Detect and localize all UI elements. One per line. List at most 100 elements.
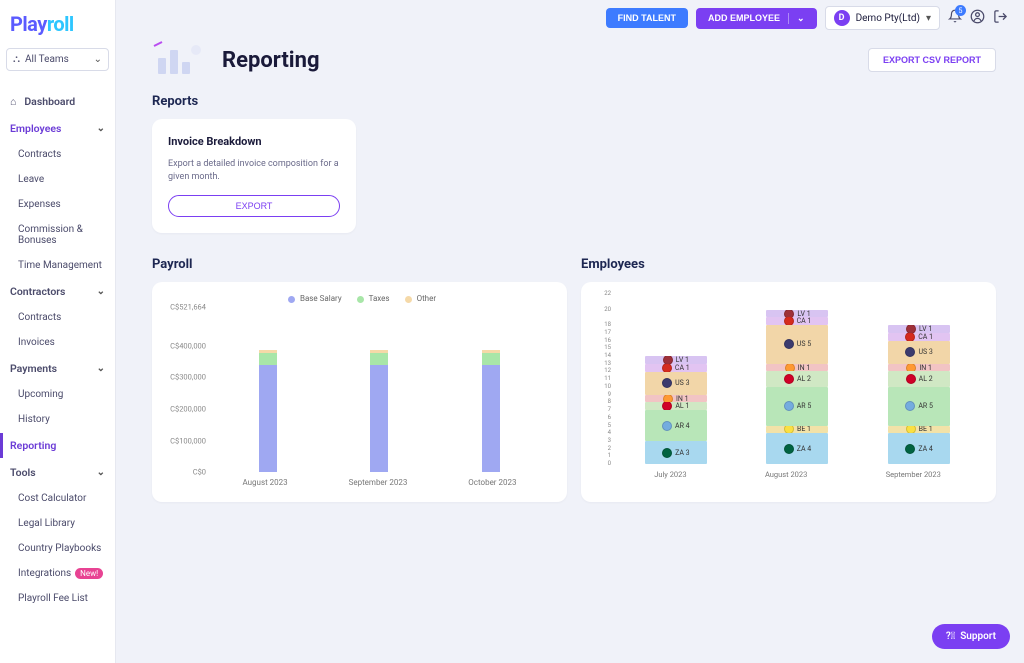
payroll-bar[interactable]	[259, 350, 277, 472]
employees-bar[interactable]: ZA 4BE 1AR 5AL 2IN 1US 3CA 1LV 1	[888, 325, 950, 464]
notification-count: 5	[955, 5, 966, 16]
reporting-illustration	[152, 40, 208, 80]
chevron-down-icon: ⌄	[97, 467, 105, 478]
nav-payments[interactable]: Payments ⌄	[6, 356, 109, 381]
y-tick: 9	[608, 392, 611, 398]
country-segment: ZA 4	[766, 433, 828, 464]
segment-label: ZA 4	[918, 445, 932, 453]
export-csv-button[interactable]: EXPORT CSV REPORT	[868, 48, 996, 72]
y-tick: 6	[608, 415, 611, 421]
country-segment: AL 2	[766, 371, 828, 386]
team-selector[interactable]: ⛬All Teams ⌄	[6, 48, 109, 71]
legend-item: Base Salary	[283, 294, 342, 303]
invoice-card-title: Invoice Breakdown	[168, 135, 340, 148]
x-label: September 2023	[886, 470, 941, 479]
notifications-button[interactable]: 5	[948, 9, 962, 27]
y-tick: 12	[604, 368, 611, 374]
country-segment: ZA 4	[888, 433, 950, 464]
segment-label: LV 1	[919, 325, 932, 333]
segment-label: IN 1	[919, 364, 932, 372]
segment-label: US 3	[675, 379, 689, 387]
segment-label: AR 5	[797, 402, 812, 410]
country-segment: IN 1	[888, 364, 950, 372]
bar-segment	[370, 365, 388, 473]
add-employee-button[interactable]: ADD EMPLOYEE ⌄	[696, 8, 817, 29]
bar-segment	[370, 353, 388, 365]
segment-label: ZA 4	[797, 445, 811, 453]
logout-icon[interactable]	[993, 9, 1008, 28]
employees-x-labels: July 2023August 2023September 2023	[615, 470, 980, 479]
bar-segment	[482, 365, 500, 473]
flag-icon	[905, 401, 915, 411]
payroll-bar[interactable]	[370, 350, 388, 472]
country-segment: CA 1	[888, 333, 950, 341]
chevron-down-icon: ⌄	[97, 363, 105, 374]
nav-sub-item[interactable]: Contracts	[6, 306, 109, 329]
flag-icon	[662, 402, 672, 410]
nav-sub-item[interactable]: Cost Calculator	[6, 487, 109, 510]
org-name: Demo Pty(Ltd)	[856, 13, 920, 24]
nav-sub-item[interactable]: Legal Library	[6, 512, 109, 535]
nav-sub-item[interactable]: History	[6, 408, 109, 431]
topbar: FIND TALENT ADD EMPLOYEE ⌄ D Demo Pty(Lt…	[116, 0, 1024, 36]
nav-sub-item[interactable]: Time Management	[6, 254, 109, 277]
nav-sub-item[interactable]: IntegrationsNew!	[6, 562, 109, 585]
nav-sub-item[interactable]: Commission & Bonuses	[6, 218, 109, 252]
find-talent-button[interactable]: FIND TALENT	[606, 8, 688, 28]
flag-icon	[905, 333, 915, 341]
account-icon[interactable]	[970, 9, 985, 28]
x-label: September 2023	[349, 478, 408, 487]
employees-bar[interactable]: ZA 3AR 4AL 1IN 1US 3CA 1LV 1	[645, 356, 707, 464]
nav-employees[interactable]: Employees ⌄	[6, 116, 109, 141]
bar-segment	[259, 365, 277, 473]
y-tick: C$0	[193, 468, 206, 477]
employees-bar[interactable]: ZA 4BE 1AR 5AL 2IN 1US 5CA 1LV 1	[766, 310, 828, 464]
support-button[interactable]: ?⃝ Support	[932, 624, 1010, 649]
y-tick: 7	[608, 407, 611, 413]
nav-sub-item[interactable]: Upcoming	[6, 383, 109, 406]
segment-label: BE 1	[919, 426, 933, 434]
nav-tools[interactable]: Tools ⌄	[6, 460, 109, 485]
invoice-card-desc: Export a detailed invoice composition fo…	[168, 158, 340, 183]
flag-icon	[905, 347, 915, 357]
country-segment: LV 1	[766, 310, 828, 318]
country-segment: IN 1	[766, 364, 828, 372]
employees-chart: 22201817161514131211109876543210 ZA 3AR …	[581, 282, 996, 502]
nav-sub-item[interactable]: Invoices	[6, 331, 109, 354]
reports-heading: Reports	[152, 94, 996, 109]
nav-dashboard[interactable]: ⌂Dashboard	[6, 89, 109, 114]
brand-logo[interactable]: Playroll	[10, 12, 109, 36]
flag-icon	[662, 421, 672, 431]
nav-contractors[interactable]: Contractors ⌄	[6, 279, 109, 304]
payroll-bar[interactable]	[482, 350, 500, 472]
x-label: August 2023	[242, 478, 287, 487]
nav-sub-item[interactable]: Contracts	[6, 143, 109, 166]
brand-part2: roll	[47, 12, 74, 36]
teams-icon: ⛬	[13, 54, 20, 65]
team-selector-label: All Teams	[25, 54, 69, 65]
flag-icon	[663, 395, 673, 403]
invoice-breakdown-card: Invoice Breakdown Export a detailed invo…	[152, 119, 356, 233]
y-tick: 22	[604, 291, 611, 297]
invoice-export-button[interactable]: EXPORT	[168, 195, 340, 217]
org-switcher[interactable]: D Demo Pty(Ltd) ▾	[825, 6, 940, 30]
nav-sub-item[interactable]: Leave	[6, 168, 109, 191]
nav-sub-item[interactable]: Country Playbooks	[6, 537, 109, 560]
nav-sub-item[interactable]: Expenses	[6, 193, 109, 216]
segment-label: LV 1	[676, 356, 689, 364]
flag-icon	[784, 339, 794, 349]
sidebar: Playroll ⛬ All Teams ⌄ ⌂Dashboard Employe…	[0, 0, 116, 663]
country-segment: IN 1	[645, 395, 707, 403]
payroll-y-axis: C$521,664C$400,000C$300,000C$200,000C$10…	[164, 307, 208, 472]
nav-reporting[interactable]: Reporting	[6, 433, 109, 458]
new-badge: New!	[75, 568, 103, 579]
y-tick: 3	[608, 438, 611, 444]
y-tick: 5	[608, 423, 611, 429]
segment-label: AL 1	[675, 402, 689, 410]
legend-item: Other	[400, 294, 436, 303]
flag-icon	[906, 364, 916, 372]
flag-icon	[662, 448, 672, 458]
segment-label: US 3	[918, 348, 932, 356]
bar-segment	[259, 353, 277, 365]
nav-sub-item[interactable]: Playroll Fee List	[6, 587, 109, 610]
